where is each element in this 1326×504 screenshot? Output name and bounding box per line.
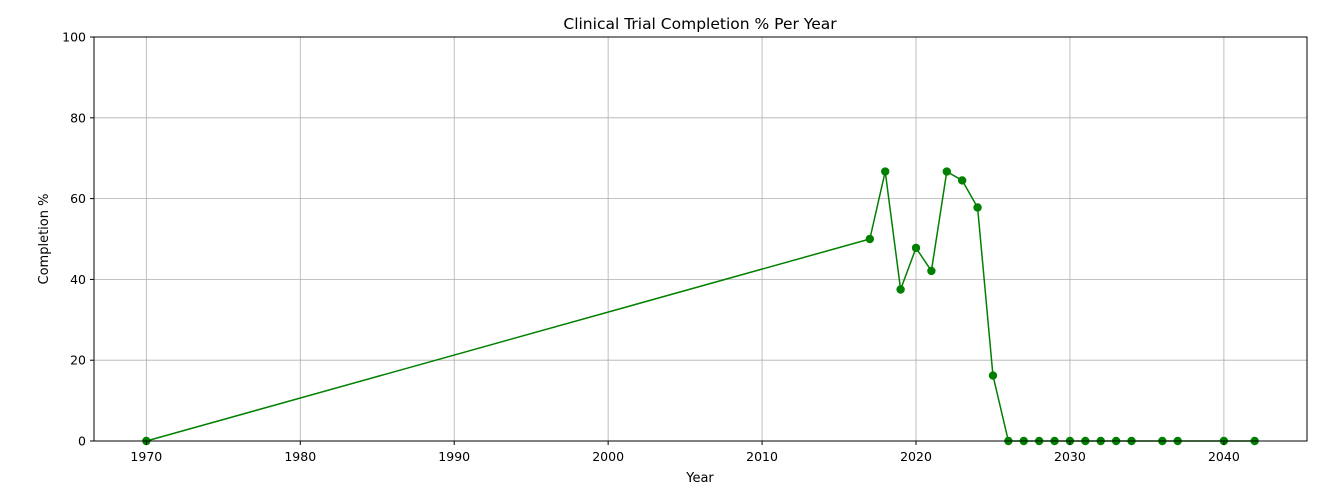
y-tick-label: 60 bbox=[70, 191, 86, 206]
y-tick-label: 80 bbox=[70, 110, 86, 125]
y-axis-label: Completion % bbox=[37, 194, 52, 285]
y-tick-label: 20 bbox=[70, 353, 86, 368]
data-point bbox=[988, 371, 998, 380]
x-tick-label: 1980 bbox=[284, 449, 316, 464]
data-point bbox=[896, 285, 905, 294]
plot-frame bbox=[93, 36, 1308, 442]
x-tick-label: 2020 bbox=[900, 449, 932, 464]
x-tick-label: 1990 bbox=[438, 449, 470, 464]
x-tick-label: 2000 bbox=[592, 449, 624, 464]
x-tick-label: 2040 bbox=[1208, 449, 1240, 464]
series-layer bbox=[142, 167, 1259, 446]
data-point bbox=[973, 203, 982, 212]
data-point bbox=[881, 167, 890, 176]
axis-ticks: 1970 1980 1990 2000 2010 2020 2030 204002040608… bbox=[62, 30, 1240, 465]
x-tick-label: 2010 bbox=[746, 449, 778, 464]
chart-title: Clinical Trial Completion % Per Year bbox=[563, 15, 837, 33]
x-axis-label: Year bbox=[685, 471, 714, 486]
x-tick-label: 2030 bbox=[1054, 449, 1086, 464]
grid-lines bbox=[94, 36, 1307, 442]
y-tick-label: 0 bbox=[78, 434, 86, 449]
x-tick-label: 1970 bbox=[130, 449, 162, 464]
series-line bbox=[146, 170, 1255, 442]
data-point bbox=[927, 266, 936, 276]
data-point bbox=[957, 176, 967, 185]
data-point bbox=[911, 243, 921, 253]
y-tick-label: 40 bbox=[70, 272, 86, 287]
data-point bbox=[865, 234, 875, 244]
data-point bbox=[942, 167, 951, 176]
y-tick-label: 100 bbox=[62, 30, 86, 45]
